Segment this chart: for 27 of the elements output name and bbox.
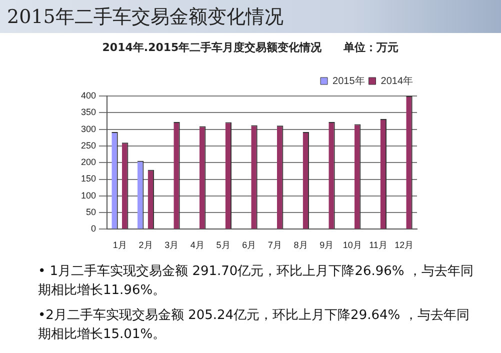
text: •2月二手车实现交易金额 205.24亿元，环比上月下降29.64% ，与去年同期相比增长15.01%。 [38, 307, 470, 344]
x-tick-label: 8月 [294, 240, 308, 250]
x-tick-label: 11月 [369, 240, 388, 250]
x-tick-label: 2月 [138, 240, 153, 250]
x-tick-label: 5月 [216, 240, 230, 250]
x-tick-label: 12月 [394, 240, 414, 250]
chart-subtitle: 2014年.2015年二手车月度交易额变化情况 单位：万元 [101, 40, 400, 55]
x-tick-label: 3月 [164, 240, 179, 250]
y-tick-label: 50 [86, 207, 96, 218]
legend-label: 2014年 [380, 74, 414, 87]
y-tick-label: 200 [80, 157, 96, 168]
x-tick-label: 6月 [242, 240, 256, 250]
y-tick-label: 250 [80, 140, 96, 150]
y-tick-label: 100 [80, 190, 96, 200]
y-tick-label: 350 [80, 107, 96, 118]
x-tick-label: 9月 [320, 240, 334, 250]
x-tick-label: 1月 [112, 240, 127, 250]
y-tick-label: 150 [80, 174, 96, 184]
x-tick-label: 7月 [268, 240, 282, 250]
x-tick-label: 10月 [342, 240, 362, 250]
x-tick-label: 4月 [190, 240, 204, 250]
y-tick-label: 0 [91, 224, 96, 234]
y-tick-label: 400 [80, 90, 96, 100]
chart-title: 2015年二手车交易金额变化情况 [7, 5, 284, 30]
legend-label: 2015年 [332, 74, 365, 87]
text: • 1月二手车实现交易金额 291.70亿元，环比上月下降26.96% ，与去年同期相比增长11.96%。 [38, 263, 474, 300]
y-tick-label: 300 [80, 124, 96, 134]
